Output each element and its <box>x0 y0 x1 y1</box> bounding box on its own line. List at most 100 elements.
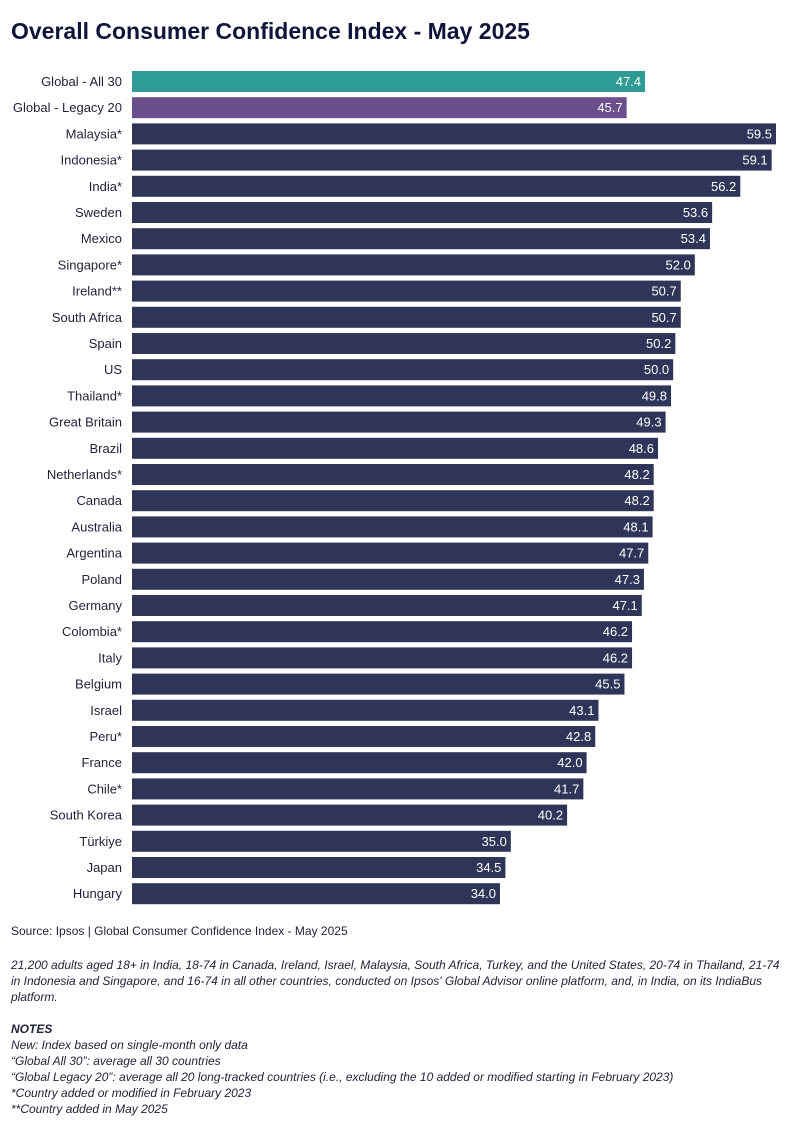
bar-chart: Global - All 30 47.4 Global - Legacy 20 45.… <box>13 71 776 905</box>
value-label: 50.0 <box>644 362 669 377</box>
category-label: Hungary <box>73 886 123 901</box>
bar-canada <box>132 490 654 512</box>
category-label: Türkiye <box>79 834 122 849</box>
bar-australia <box>132 516 653 538</box>
category-label: Argentina <box>66 546 122 561</box>
value-label: 42.8 <box>566 729 591 744</box>
value-label: 45.5 <box>595 677 620 692</box>
category-label: Australia <box>71 519 122 534</box>
value-label: 50.2 <box>646 336 671 351</box>
category-label: US <box>104 362 122 377</box>
bar-japan <box>132 857 506 878</box>
value-label: 53.4 <box>681 231 706 246</box>
value-label: 41.7 <box>554 781 579 796</box>
category-label: Brazil <box>89 441 122 456</box>
value-label: 49.3 <box>636 415 661 430</box>
bar-poland <box>132 568 644 590</box>
category-label: Belgium <box>75 677 122 692</box>
category-label: Global - All 30 <box>41 74 122 89</box>
category-label: Israel <box>90 703 122 718</box>
value-label: 45.7 <box>597 100 622 115</box>
bar-india <box>132 175 741 197</box>
note-line: “Global All 30”: average all 30 countrie… <box>11 1054 221 1068</box>
bar-mexico <box>132 228 710 250</box>
value-label: 49.8 <box>642 388 667 403</box>
value-label: 35.0 <box>482 834 507 849</box>
bar-south-africa <box>132 306 681 328</box>
bar-spain <box>132 333 676 354</box>
bar-south-korea <box>132 804 568 826</box>
bar-great-britain <box>132 411 666 433</box>
chart-title: Overall Consumer Confidence Index - May … <box>11 18 530 44</box>
category-label: Mexico <box>81 231 122 246</box>
category-label: India* <box>89 179 122 194</box>
bar-colombia <box>132 621 633 643</box>
note-line: *Country added or modified in February 2… <box>11 1086 252 1100</box>
bar-belgium <box>132 673 625 695</box>
category-label: Global - Legacy 20 <box>13 100 122 115</box>
note-line: **Country added in May 2025 <box>11 1102 168 1116</box>
methodology-note: 21,200 adults aged 18+ in India, 18-74 i… <box>11 958 780 1004</box>
category-label: Japan <box>87 860 122 875</box>
value-label: 48.2 <box>624 493 649 508</box>
source-note: Source: Ipsos | Global Consumer Confiden… <box>11 924 348 938</box>
category-label: Malaysia* <box>66 126 122 141</box>
bar-global-all-30 <box>132 71 646 92</box>
bar-hungary <box>132 883 500 905</box>
category-label: South Africa <box>52 310 123 325</box>
value-label: 46.2 <box>603 624 628 639</box>
bar-global-legacy-20 <box>132 97 627 119</box>
value-label: 47.3 <box>615 572 640 587</box>
value-label: 53.6 <box>683 205 708 220</box>
category-label: Spain <box>89 336 122 351</box>
bar-malaysia <box>132 123 776 145</box>
value-label: 59.1 <box>742 153 767 168</box>
bar-singapore <box>132 254 695 276</box>
value-label: 43.1 <box>569 703 594 718</box>
value-label: 48.6 <box>629 441 654 456</box>
category-label: Singapore* <box>58 257 122 272</box>
value-label: 50.7 <box>651 310 676 325</box>
category-label: Peru* <box>89 729 122 744</box>
bar-thailand <box>132 385 672 407</box>
bar-brazil <box>132 437 659 459</box>
bar-indonesia <box>132 149 772 171</box>
value-label: 47.4 <box>616 74 641 89</box>
bar-netherlands <box>132 464 654 485</box>
notes-heading: NOTES <box>11 1022 53 1036</box>
bar-us <box>132 359 674 381</box>
bar-germany <box>132 595 642 616</box>
category-label: Sweden <box>75 205 122 220</box>
note-line: New: Index based on single-month only da… <box>11 1038 248 1052</box>
note-line: “Global Legacy 20”: average all 20 long-… <box>11 1070 674 1084</box>
category-label: Ireland** <box>72 284 122 299</box>
value-label: 42.0 <box>557 755 582 770</box>
category-label: Thailand* <box>67 388 122 403</box>
value-label: 46.2 <box>603 650 628 665</box>
category-label: France <box>82 755 122 770</box>
value-label: 34.0 <box>471 886 496 901</box>
category-label: Germany <box>69 598 123 613</box>
category-label: Colombia* <box>62 624 122 639</box>
category-label: South Korea <box>50 808 123 823</box>
bar-ireland <box>132 280 681 302</box>
value-label: 40.2 <box>538 808 563 823</box>
bar-chile <box>132 778 584 800</box>
value-label: 59.5 <box>747 126 772 141</box>
value-label: 47.1 <box>612 598 637 613</box>
value-label: 34.5 <box>476 860 501 875</box>
category-label: Netherlands* <box>47 467 122 482</box>
value-label: 50.7 <box>651 284 676 299</box>
value-label: 56.2 <box>711 179 736 194</box>
category-label: Chile* <box>87 781 122 796</box>
category-label: Indonesia* <box>61 153 122 168</box>
notes-block: NOTES New: Index based on single-month o… <box>11 1021 781 1117</box>
bar-sweden <box>132 202 713 223</box>
bar-france <box>132 752 587 774</box>
value-label: 47.7 <box>619 546 644 561</box>
bar-t-rkiye <box>132 830 511 852</box>
value-label: 48.1 <box>623 519 648 534</box>
value-label: 48.2 <box>624 467 649 482</box>
bar-peru <box>132 726 596 747</box>
bar-israel <box>132 699 599 721</box>
